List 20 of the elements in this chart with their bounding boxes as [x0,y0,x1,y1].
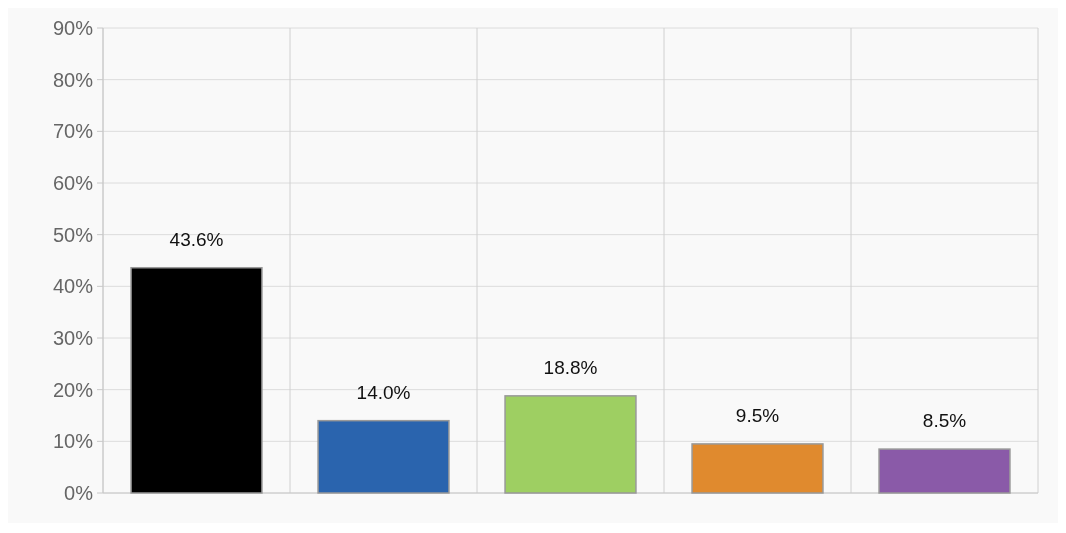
data-label: 14.0% [356,381,411,403]
y-tick-label: 0% [64,482,94,504]
data-label: 9.5% [735,404,780,426]
bar [878,448,1011,494]
bar [317,419,450,494]
y-tick-label: 30% [52,327,94,349]
bar [504,395,637,494]
bar [130,266,263,494]
data-label: 18.8% [543,356,598,378]
data-label: 43.6% [169,228,224,250]
y-tick-label: 60% [52,172,94,194]
y-tick-label: 80% [52,68,94,91]
bar [691,443,824,494]
y-tick-label: 20% [52,378,94,401]
y-tick-label: 10% [52,430,94,453]
y-tick-label: 70% [52,120,94,143]
y-tick-label: 40% [52,275,94,298]
y-tick-label: 90% [52,17,94,39]
y-tick-label: 50% [52,223,94,246]
data-label: 8.5% [922,410,967,432]
